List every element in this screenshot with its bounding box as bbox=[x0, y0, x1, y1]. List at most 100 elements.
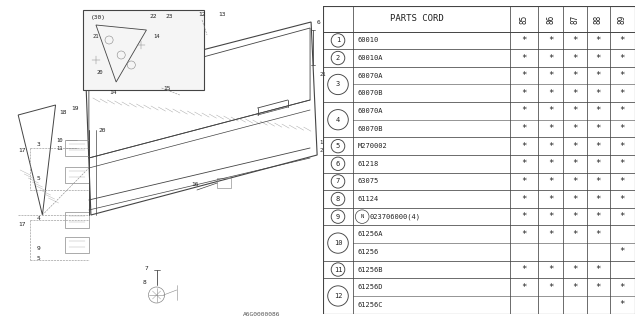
Text: *: * bbox=[522, 230, 527, 239]
Text: *: * bbox=[548, 212, 554, 221]
Text: *: * bbox=[596, 230, 601, 239]
Text: 2: 2 bbox=[319, 148, 323, 153]
Text: *: * bbox=[620, 159, 625, 168]
Text: 5: 5 bbox=[36, 175, 40, 180]
Text: 60070A: 60070A bbox=[358, 73, 383, 79]
Text: *: * bbox=[572, 124, 577, 133]
Text: 14: 14 bbox=[154, 34, 160, 38]
Text: *: * bbox=[620, 283, 625, 292]
Text: 61218: 61218 bbox=[358, 161, 379, 167]
Text: 10: 10 bbox=[56, 138, 63, 142]
Text: *: * bbox=[572, 142, 577, 151]
Text: *: * bbox=[572, 71, 577, 80]
Text: *: * bbox=[548, 265, 554, 274]
Text: *: * bbox=[548, 107, 554, 116]
Text: 14: 14 bbox=[109, 90, 116, 94]
Text: *: * bbox=[572, 36, 577, 45]
Text: *: * bbox=[572, 195, 577, 204]
Text: *: * bbox=[522, 283, 527, 292]
Text: 1: 1 bbox=[319, 140, 323, 146]
Text: 4: 4 bbox=[336, 117, 340, 123]
Text: 22: 22 bbox=[150, 14, 157, 20]
Text: *: * bbox=[522, 265, 527, 274]
Text: *: * bbox=[522, 71, 527, 80]
Text: *: * bbox=[572, 177, 577, 186]
Text: 11: 11 bbox=[333, 267, 342, 273]
Text: *: * bbox=[596, 177, 601, 186]
Text: *: * bbox=[522, 177, 527, 186]
Text: *: * bbox=[522, 159, 527, 168]
Text: 23: 23 bbox=[166, 14, 173, 20]
Text: 023706000(4): 023706000(4) bbox=[370, 213, 421, 220]
Text: *: * bbox=[548, 230, 554, 239]
Text: *: * bbox=[596, 71, 601, 80]
Text: *: * bbox=[548, 124, 554, 133]
Text: PARTS CORD: PARTS CORD bbox=[390, 14, 444, 23]
Text: *: * bbox=[548, 36, 554, 45]
Text: *: * bbox=[572, 212, 577, 221]
Text: 61124: 61124 bbox=[358, 196, 379, 202]
Text: 60010A: 60010A bbox=[358, 55, 383, 61]
Text: *: * bbox=[522, 212, 527, 221]
Text: 5: 5 bbox=[336, 143, 340, 149]
Text: 21: 21 bbox=[93, 34, 99, 38]
Text: *: * bbox=[620, 177, 625, 186]
Text: *: * bbox=[548, 89, 554, 98]
Text: *: * bbox=[522, 89, 527, 98]
Text: N: N bbox=[360, 214, 364, 219]
Text: 9: 9 bbox=[36, 245, 40, 251]
Text: *: * bbox=[522, 107, 527, 116]
Text: *: * bbox=[572, 107, 577, 116]
Text: *: * bbox=[596, 89, 601, 98]
Text: *: * bbox=[596, 53, 601, 62]
Text: *: * bbox=[522, 195, 527, 204]
Text: 10: 10 bbox=[333, 240, 342, 246]
Text: *: * bbox=[620, 142, 625, 151]
Text: *: * bbox=[522, 36, 527, 45]
Text: 16: 16 bbox=[191, 182, 198, 188]
Text: 17: 17 bbox=[19, 222, 26, 228]
Text: *: * bbox=[548, 142, 554, 151]
Text: *: * bbox=[596, 124, 601, 133]
Text: *: * bbox=[596, 283, 601, 292]
Text: *: * bbox=[620, 107, 625, 116]
Text: *: * bbox=[620, 300, 625, 309]
Text: 61256A: 61256A bbox=[358, 231, 383, 237]
Text: *: * bbox=[620, 247, 625, 256]
Text: 87: 87 bbox=[570, 14, 579, 24]
Text: *: * bbox=[596, 195, 601, 204]
Text: *: * bbox=[572, 159, 577, 168]
Text: 17: 17 bbox=[19, 148, 26, 153]
Text: 88: 88 bbox=[594, 14, 603, 24]
Text: *: * bbox=[620, 36, 625, 45]
Text: *: * bbox=[548, 159, 554, 168]
Text: (30): (30) bbox=[91, 14, 106, 20]
Text: 3: 3 bbox=[336, 82, 340, 87]
Text: 13: 13 bbox=[218, 12, 226, 18]
Text: 9: 9 bbox=[336, 214, 340, 220]
Text: *: * bbox=[596, 36, 601, 45]
Text: 7: 7 bbox=[336, 179, 340, 184]
Text: 8: 8 bbox=[336, 196, 340, 202]
Text: *: * bbox=[596, 107, 601, 116]
Text: 60010: 60010 bbox=[358, 37, 379, 44]
Text: *: * bbox=[548, 195, 554, 204]
Text: *: * bbox=[522, 142, 527, 151]
Text: 6: 6 bbox=[336, 161, 340, 167]
Text: 63075: 63075 bbox=[358, 179, 379, 184]
Text: 20: 20 bbox=[99, 127, 106, 132]
Text: *: * bbox=[620, 124, 625, 133]
Text: *: * bbox=[596, 212, 601, 221]
Text: 60070B: 60070B bbox=[358, 125, 383, 132]
Text: *: * bbox=[572, 53, 577, 62]
Text: 61256B: 61256B bbox=[358, 267, 383, 273]
Text: *: * bbox=[522, 53, 527, 62]
Text: *: * bbox=[572, 283, 577, 292]
Text: 61256D: 61256D bbox=[358, 284, 383, 290]
Text: 20: 20 bbox=[97, 69, 104, 75]
Text: 1: 1 bbox=[336, 37, 340, 44]
Text: *: * bbox=[596, 265, 601, 274]
Text: 4: 4 bbox=[36, 215, 40, 220]
Text: A6G0000086: A6G0000086 bbox=[243, 313, 280, 317]
FancyBboxPatch shape bbox=[83, 10, 204, 90]
